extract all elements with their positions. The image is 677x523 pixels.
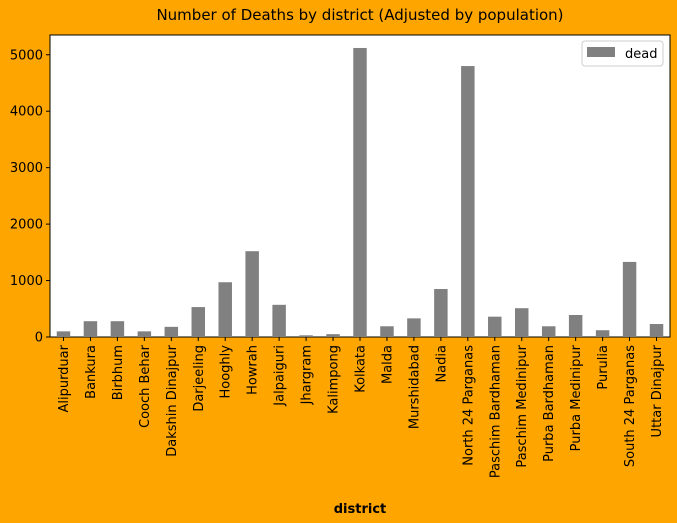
bar-purba-bardhaman (541, 326, 556, 337)
bar-murshidabad (407, 318, 421, 337)
x-tick-label: Nadia (434, 345, 449, 383)
bar-birbhum (110, 321, 125, 337)
x-tick-label: Hooghly (219, 345, 234, 399)
bar-kolkata (353, 47, 367, 337)
x-tick-label: Kalimpong (327, 345, 342, 414)
bar-north-24-parganas (461, 66, 475, 338)
x-tick-label: Purba Bardhaman (542, 345, 557, 462)
x-tick-label: Bankura (84, 345, 99, 399)
x-tick-label: Kolkata (354, 345, 369, 393)
bar-dakshin-dinajpur (164, 326, 179, 337)
bar-howrah (245, 251, 259, 337)
x-tick-label: Paschim Medinipur (515, 344, 530, 467)
x-tick-label: Uttar Dinajpur (650, 344, 665, 437)
y-tick-label: 5000 (10, 48, 43, 63)
bars-group (56, 47, 664, 338)
bar-paschim-medinipur (515, 308, 529, 337)
bar-purulia (595, 330, 610, 337)
bar-hooghly (218, 282, 232, 337)
x-tick-label: Malda (380, 345, 395, 384)
x-tick-label: Purba Medinipur (569, 344, 584, 451)
bar-alipurduar (56, 331, 71, 337)
x-tick-label: Howrah (246, 345, 261, 395)
bar-uttar-dinajpur (649, 324, 664, 337)
x-tick-label: North 24 Parganas (461, 345, 476, 466)
x-tick-label: Alipurduar (57, 344, 72, 412)
bar-jhargram (299, 335, 313, 337)
bar-nadia (434, 289, 448, 337)
x-axis-label: district (334, 502, 387, 517)
legend: dead (581, 40, 664, 67)
y-axis: 0 1000 2000 3000 4000 5000 (10, 48, 50, 346)
legend-swatch (587, 47, 615, 57)
y-tick-label: 4000 (10, 105, 43, 120)
x-tick-label: Birbhum (111, 345, 126, 400)
legend-label: dead (625, 47, 657, 62)
x-tick-label: Jalpaiguri (273, 345, 288, 407)
x-tick-label: Jhargram (300, 345, 315, 405)
x-axis: Alipurduar Bankura Birbhum Cooch Behar Daksh… (57, 337, 665, 478)
bar-malda (380, 326, 394, 337)
x-tick-label: South 24 Parganas (623, 345, 638, 467)
y-tick-label: 1000 (10, 274, 43, 289)
bar-cooch-behar (137, 331, 152, 337)
x-tick-label: Paschim Bardhaman (488, 345, 503, 478)
bar-kalimpong (326, 334, 340, 337)
bar-jalpaiguri (272, 304, 286, 337)
y-tick-label: 0 (35, 331, 43, 346)
bar-bankura (83, 321, 98, 337)
bar-purba-medinipur (568, 314, 583, 337)
y-tick-label: 3000 (10, 161, 43, 176)
x-tick-label: Cooch Behar (138, 344, 153, 428)
chart-title: Number of Deaths by district (Adjusted b… (156, 6, 563, 24)
bar-paschim-bardhaman (488, 316, 502, 337)
y-tick-label: 2000 (10, 218, 43, 233)
bar-south-24-parganas (622, 261, 637, 337)
x-tick-label: Darjeeling (192, 345, 207, 412)
x-tick-label: Purulia (596, 345, 611, 390)
x-tick-label: Dakshin Dinajpur (165, 344, 180, 456)
x-tick-label: Murshidabad (407, 345, 422, 429)
bar-darjeeling (191, 307, 205, 337)
